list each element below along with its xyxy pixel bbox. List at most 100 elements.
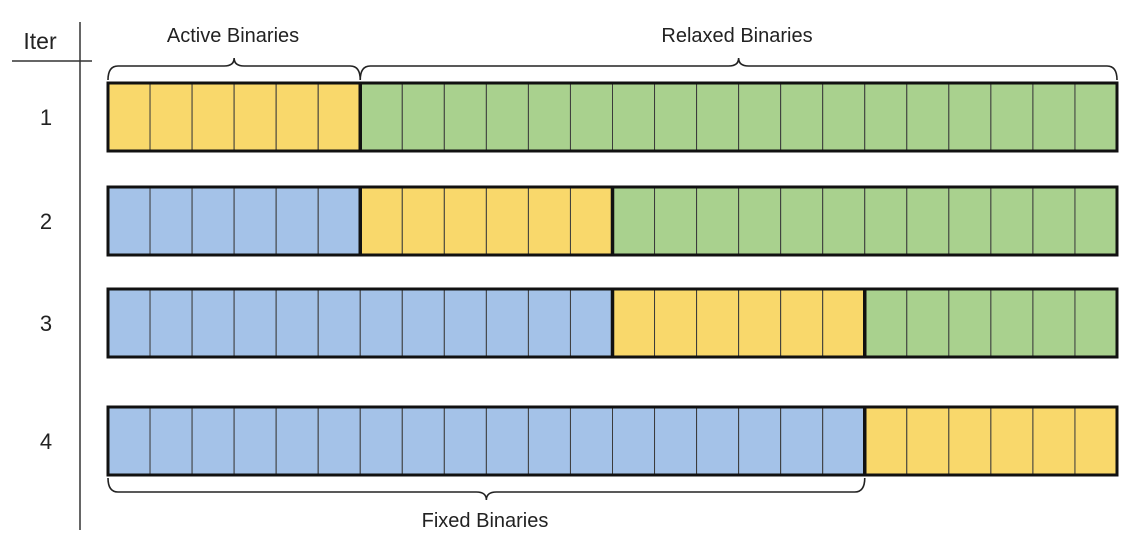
fixed-cell <box>275 186 319 256</box>
fixed-cell <box>149 186 193 256</box>
relaxed-cell <box>906 288 950 358</box>
iteration-row: 2 <box>40 185 1119 257</box>
relaxed-cell <box>485 82 529 152</box>
fixed-cell <box>359 288 403 358</box>
brace-path <box>107 57 362 81</box>
relaxed-cell <box>948 288 992 358</box>
relaxed-cell <box>569 82 613 152</box>
active-cell <box>738 288 782 358</box>
active-cell <box>822 288 866 358</box>
fixed-cell <box>527 406 571 476</box>
relaxed-cell <box>1032 288 1076 358</box>
fixed-cell <box>443 406 487 476</box>
active-cell <box>317 82 361 152</box>
relaxed-cell <box>527 82 571 152</box>
fixed-cell <box>401 406 445 476</box>
fixed-cell <box>527 288 571 358</box>
active-cell <box>1074 406 1118 476</box>
fixed-cell <box>191 288 235 358</box>
row-border <box>106 81 1119 153</box>
row-border <box>106 185 1119 257</box>
relaxed-cell <box>864 288 908 358</box>
iter-number: 2 <box>40 209 52 234</box>
relaxed-cell <box>1032 186 1076 256</box>
relaxed-cell <box>822 82 866 152</box>
iter-header: Iter <box>23 28 57 54</box>
relaxed-cell <box>696 82 740 152</box>
relaxed-cell <box>822 186 866 256</box>
fixed-cell <box>149 406 193 476</box>
iter-number: 3 <box>40 311 52 336</box>
active-cell <box>780 288 824 358</box>
relaxed-binaries-brace <box>359 57 1118 81</box>
active-binaries-brace <box>107 57 362 81</box>
relaxed-cell <box>864 186 908 256</box>
active-cell <box>864 406 908 476</box>
relaxed-cell <box>990 186 1034 256</box>
active-cell <box>990 406 1034 476</box>
active-cell <box>275 82 319 152</box>
iteration-rows: 1 2 3 4 <box>40 81 1119 477</box>
fixed-cell <box>233 406 277 476</box>
fixed-cell <box>654 406 698 476</box>
fixed-binaries-label: Fixed Binaries <box>422 510 549 532</box>
relaxed-cell <box>948 186 992 256</box>
fixed-cell <box>233 186 277 256</box>
active-cell <box>443 186 487 256</box>
relaxed-cell <box>359 82 403 152</box>
brace-path <box>107 477 866 501</box>
fixed-cell <box>317 186 361 256</box>
active-cell <box>696 288 740 358</box>
fixed-cell <box>822 406 866 476</box>
fixed-cell <box>233 288 277 358</box>
relaxed-cell <box>443 82 487 152</box>
row-border <box>106 287 1119 359</box>
relaxed-cell <box>906 82 950 152</box>
relaxed-cell <box>1074 186 1118 256</box>
relaxed-cell <box>1074 82 1118 152</box>
fixed-cell <box>569 288 613 358</box>
relaxed-cell <box>696 186 740 256</box>
active-cell <box>1032 406 1076 476</box>
fixed-cell <box>485 406 529 476</box>
active-cell <box>569 186 613 256</box>
fixed-cell <box>780 406 824 476</box>
relaxed-cell <box>612 82 656 152</box>
active-cell <box>612 288 656 358</box>
fixed-cell <box>107 288 151 358</box>
relaxed-cell <box>1074 288 1118 358</box>
relaxed-cell <box>654 82 698 152</box>
fixed-cell <box>401 288 445 358</box>
relaxed-cell <box>612 186 656 256</box>
brace-path <box>359 57 1118 81</box>
relaxed-cell <box>906 186 950 256</box>
active-cell <box>191 82 235 152</box>
relaxed-binaries-label: Relaxed Binaries <box>661 25 812 47</box>
active-cell <box>359 186 403 256</box>
fixed-cell <box>107 406 151 476</box>
active-binaries-label: Active Binaries <box>167 25 299 47</box>
fixed-cell <box>317 406 361 476</box>
relaxed-cell <box>990 82 1034 152</box>
active-cell <box>948 406 992 476</box>
active-cell <box>485 186 529 256</box>
relaxed-cell <box>1032 82 1076 152</box>
iteration-row: 4 <box>40 405 1119 477</box>
active-cell <box>906 406 950 476</box>
fixed-cell <box>107 186 151 256</box>
fixed-cell <box>569 406 613 476</box>
relaxed-cell <box>738 186 782 256</box>
relaxed-cell <box>864 82 908 152</box>
fixed-binaries-brace <box>107 477 866 501</box>
relaxed-cell <box>990 288 1034 358</box>
relaxed-cell <box>780 186 824 256</box>
active-cell <box>401 186 445 256</box>
relaxed-cell <box>401 82 445 152</box>
fixed-cell <box>359 406 403 476</box>
fixed-cell <box>275 406 319 476</box>
fixed-cell <box>191 406 235 476</box>
fixed-cell <box>275 288 319 358</box>
relaxed-cell <box>948 82 992 152</box>
relaxed-cell <box>654 186 698 256</box>
